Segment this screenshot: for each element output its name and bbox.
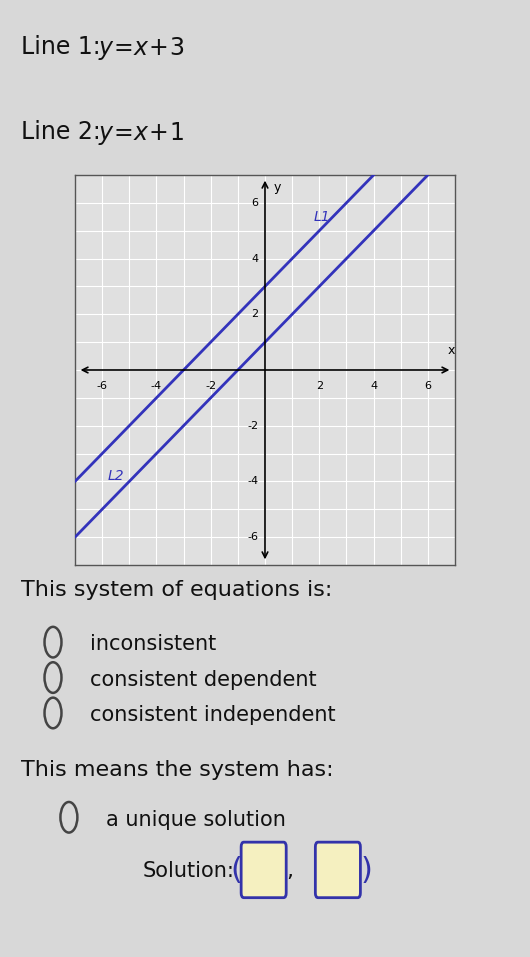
Text: This system of equations is:: This system of equations is:	[21, 580, 333, 600]
FancyBboxPatch shape	[241, 842, 286, 898]
Text: a unique solution: a unique solution	[106, 810, 286, 830]
Text: -4: -4	[247, 477, 258, 486]
Text: -6: -6	[96, 381, 108, 391]
Text: (: (	[231, 857, 242, 885]
Text: Line 1:: Line 1:	[21, 35, 108, 59]
Text: 6: 6	[251, 198, 258, 208]
Text: Line 2:: Line 2:	[21, 120, 109, 144]
Text: ,: ,	[286, 861, 293, 880]
Text: This means the system has:: This means the system has:	[21, 760, 334, 780]
Text: -6: -6	[247, 532, 258, 543]
Text: x: x	[447, 345, 455, 358]
Text: -2: -2	[247, 421, 258, 431]
Text: consistent independent: consistent independent	[90, 705, 335, 725]
Text: 2: 2	[251, 309, 258, 320]
Text: $y\!=\!x\!+\!3$: $y\!=\!x\!+\!3$	[98, 35, 184, 62]
Text: consistent dependent: consistent dependent	[90, 670, 317, 690]
Text: L2: L2	[108, 469, 124, 483]
Text: -4: -4	[151, 381, 162, 391]
Text: -2: -2	[205, 381, 216, 391]
Text: 4: 4	[251, 254, 258, 263]
Text: L1: L1	[314, 210, 331, 224]
Text: 4: 4	[370, 381, 377, 391]
Text: 2: 2	[316, 381, 323, 391]
Text: Solution:: Solution:	[143, 861, 235, 880]
Text: $y\!=\!x\!+\!1$: $y\!=\!x\!+\!1$	[98, 120, 184, 146]
FancyBboxPatch shape	[315, 842, 360, 898]
Text: inconsistent: inconsistent	[90, 634, 216, 655]
Text: 6: 6	[425, 381, 431, 391]
Text: y: y	[273, 181, 280, 193]
Text: ): )	[360, 857, 372, 885]
